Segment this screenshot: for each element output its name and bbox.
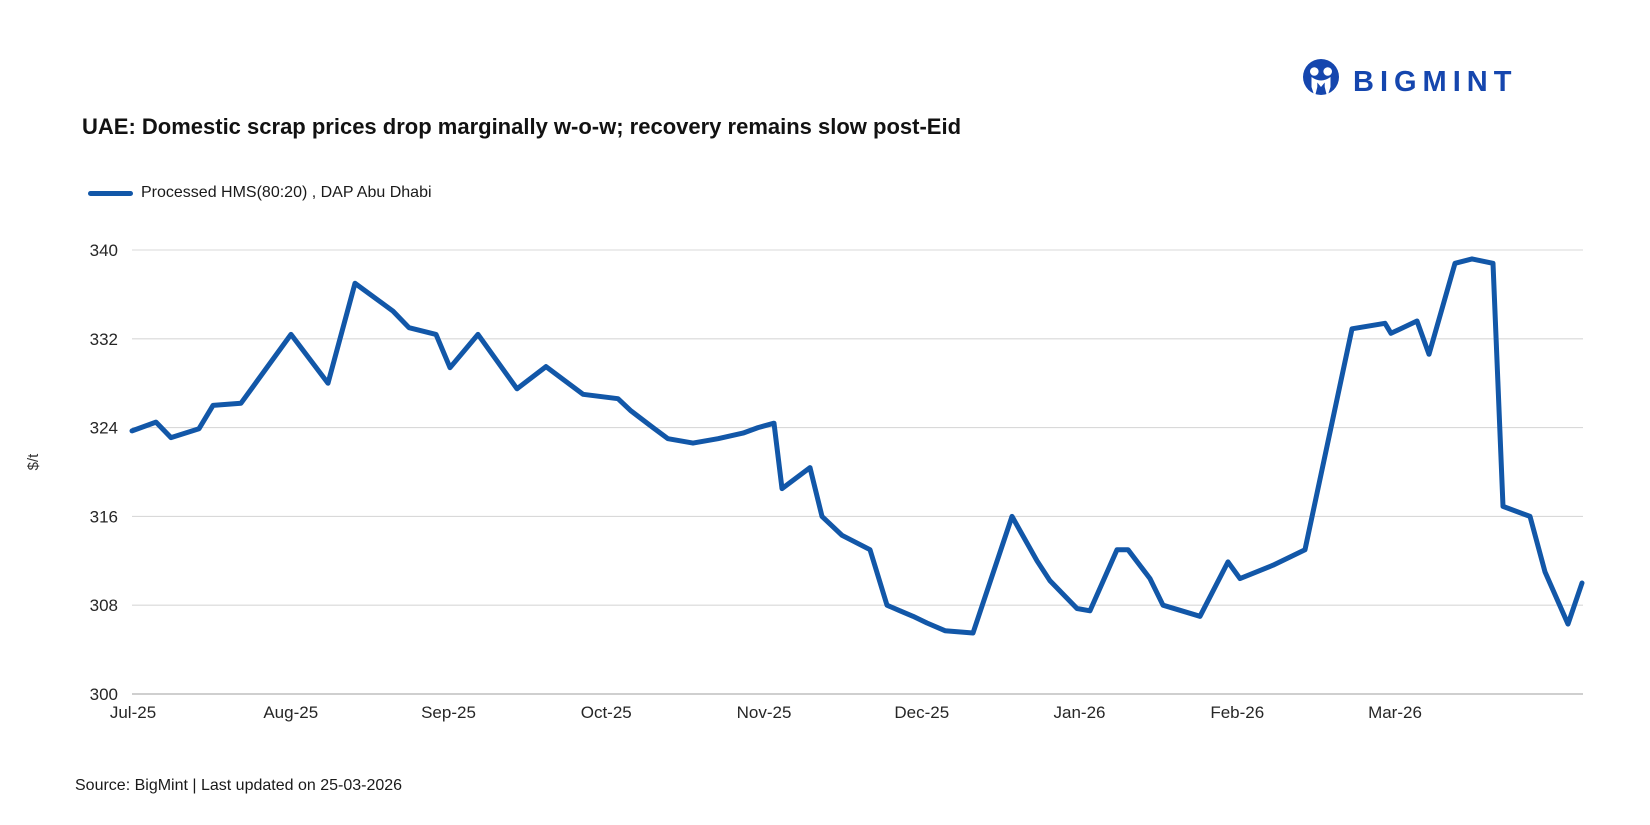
chart-legend: Processed HMS(80:20) , DAP Abu Dhabi xyxy=(88,184,432,202)
x-tick-label: Mar-26 xyxy=(1368,703,1422,722)
x-tick-label: Oct-25 xyxy=(581,703,632,722)
x-tick-label: Feb-26 xyxy=(1210,703,1264,722)
x-tick-label: Jan-26 xyxy=(1054,703,1106,722)
y-tick-label: 308 xyxy=(90,596,118,615)
y-tick-label: 324 xyxy=(90,419,118,438)
bigmint-logo-wordmark: BIGMINT xyxy=(1353,66,1518,98)
x-tick-label: Sep-25 xyxy=(421,703,476,722)
y-axis-title: $/t xyxy=(25,453,42,471)
legend-series-label: Processed HMS(80:20) , DAP Abu Dhabi xyxy=(141,184,432,201)
y-tick-label: 316 xyxy=(90,507,118,526)
bigmint-logo: BIGMINT xyxy=(1298,56,1517,109)
x-tick-label: Jul-25 xyxy=(110,703,156,722)
x-tick-label: Aug-25 xyxy=(263,703,318,722)
y-tick-label: 300 xyxy=(90,685,118,704)
y-tick-label: 332 xyxy=(90,330,118,349)
chart-title: UAE: Domestic scrap prices drop marginal… xyxy=(82,114,962,139)
x-tick-label: Nov-25 xyxy=(737,703,792,722)
legend-line-swatch xyxy=(88,190,133,196)
x-tick-label: Dec-25 xyxy=(894,703,949,722)
y-tick-label: 340 xyxy=(90,241,118,260)
bigmint-logo-icon xyxy=(1298,56,1344,109)
source-note: Source: BigMint | Last updated on 25-03-… xyxy=(75,777,403,794)
price-line xyxy=(129,256,1585,636)
